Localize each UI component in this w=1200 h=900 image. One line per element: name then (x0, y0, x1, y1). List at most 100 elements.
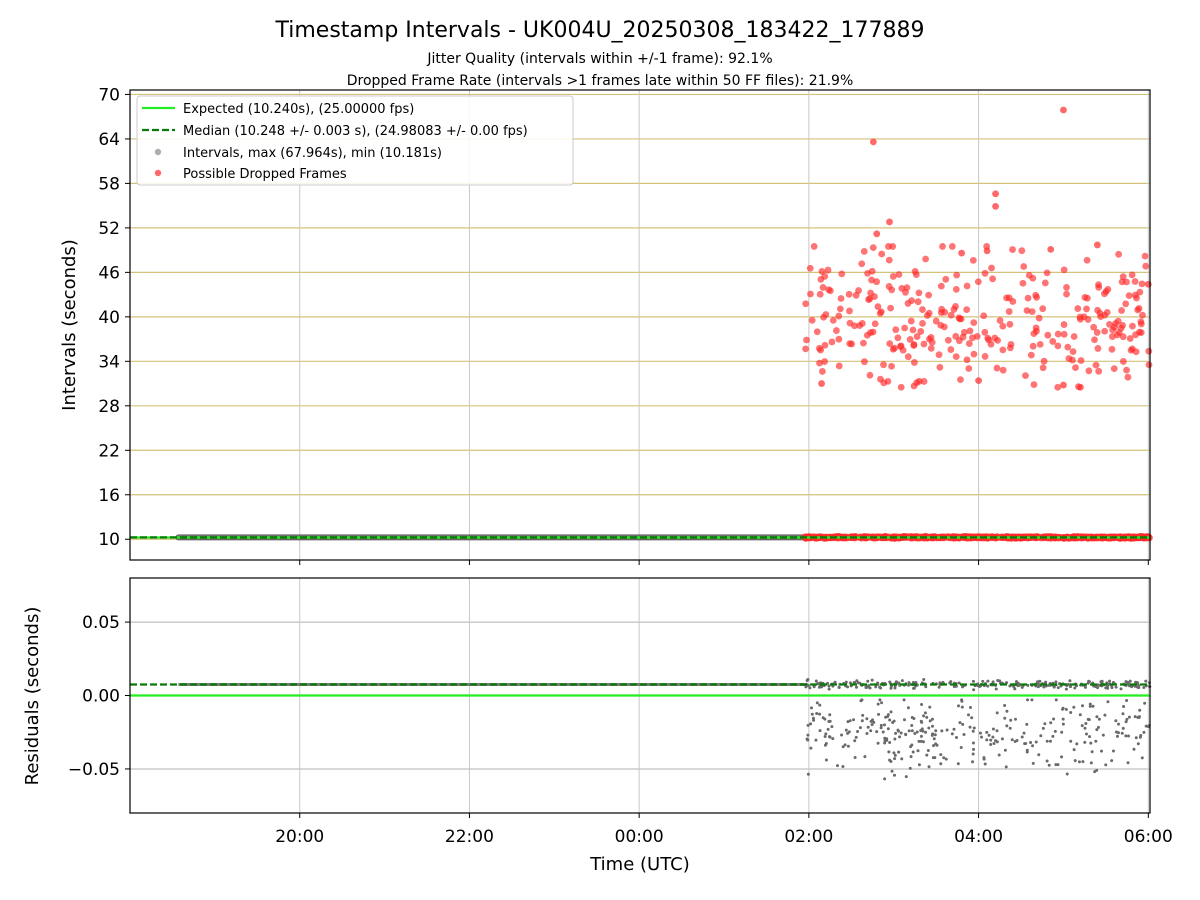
dropped-frame-point (969, 256, 977, 264)
dropped-frame-point (880, 361, 887, 369)
residual-point (893, 753, 897, 757)
dropped-frame-point (1094, 306, 1101, 314)
residual-point (1083, 740, 1087, 744)
residual-point (961, 722, 965, 726)
dropped-frame-point (828, 338, 836, 346)
dropped-frame-point (937, 282, 945, 290)
dropped-frame-point (966, 327, 974, 335)
dropped-frame-point (1060, 330, 1068, 338)
dropped-frame-point (936, 363, 944, 371)
residual-point (907, 681, 911, 685)
residual-point (1015, 738, 1019, 742)
dropped-frame-point (846, 319, 854, 327)
dropped-frame-point (925, 309, 933, 317)
residual-point (1128, 679, 1132, 683)
dropped-frame-point (1110, 365, 1118, 373)
residual-point (921, 729, 925, 733)
dropped-frame-point (904, 353, 912, 361)
residual-point (1039, 734, 1043, 738)
residual-point (885, 738, 889, 742)
dropped-frame-point (1036, 340, 1044, 348)
residual-point (1081, 760, 1085, 764)
residual-point (1122, 705, 1126, 709)
dropped-frame-point (867, 329, 874, 336)
residual-point (1008, 726, 1012, 730)
dropped-frame-point (874, 303, 882, 310)
intervals-y-tick-label: 58 (98, 174, 120, 194)
residual-point (945, 728, 949, 732)
residual-point (1134, 736, 1138, 740)
dropped-frame-point (1009, 246, 1016, 253)
residuals-y-tick-label: 0.05 (82, 613, 120, 633)
residual-point (960, 705, 964, 709)
dropped-frame-point (819, 284, 827, 291)
residual-point (941, 680, 945, 684)
residual-point (830, 725, 834, 729)
dropped-frame-point (960, 328, 968, 336)
dropped-frame-outlier (873, 230, 881, 238)
dropped-frame-point (1145, 361, 1153, 369)
residual-point (1139, 734, 1143, 738)
residual-point (1111, 681, 1115, 685)
dropped-frame-point (981, 269, 989, 277)
legend-dropped-label: Possible Dropped Frames (183, 167, 347, 182)
dropped-frame-point (838, 270, 846, 278)
dropped-frame-point (855, 287, 862, 294)
dropped-frame-point (915, 289, 923, 297)
residual-point (1075, 742, 1079, 746)
dropped-frame-point (894, 334, 902, 342)
residual-point (927, 765, 931, 769)
dropped-frame-point (886, 340, 894, 348)
residual-point (960, 699, 964, 703)
residual-point (1106, 686, 1110, 690)
residual-point (1126, 761, 1130, 765)
dropped-frame-point (1131, 278, 1139, 285)
dropped-frame-point (877, 308, 885, 316)
residual-point (989, 742, 993, 746)
dropped-frame-point (985, 336, 992, 344)
residual-point (968, 725, 972, 729)
residuals-panel: 0.05 0.00 −0.05 20:00 22:00 00:00 02:00 04:00 0… (22, 577, 1173, 875)
dropped-frame-point (1035, 314, 1043, 322)
residual-point (1078, 713, 1082, 717)
dropped-frame-point (1069, 348, 1077, 356)
residual-point (1053, 729, 1057, 733)
residual-point (1064, 687, 1068, 691)
residual-point (1137, 715, 1141, 719)
dropped-frame-point (940, 323, 948, 331)
dropped-frame-point (865, 296, 872, 303)
residual-point (1014, 717, 1018, 721)
residual-point (931, 744, 935, 748)
residual-point (835, 764, 839, 768)
residual-point (1012, 685, 1016, 689)
residual-point (959, 745, 963, 749)
dropped-frame-point (947, 346, 955, 353)
residual-point (1121, 726, 1125, 730)
residual-point (1030, 698, 1034, 702)
dropped-frame-point (808, 316, 816, 324)
residual-point (814, 738, 818, 742)
residual-point (970, 716, 974, 720)
residual-point (1133, 715, 1137, 719)
residual-point (865, 717, 869, 721)
dropped-frame-point (999, 346, 1007, 354)
residual-point (1042, 685, 1046, 689)
residual-point (904, 732, 908, 736)
dropped-frame-point (1009, 298, 1017, 305)
residual-point (1003, 716, 1007, 720)
residual-point (972, 747, 976, 751)
residual-point (896, 728, 900, 732)
dropped-frame-point (878, 250, 886, 258)
dropped-frame-point (835, 362, 843, 370)
legend-expected-label: Expected (10.240s), (25.00000 fps) (183, 102, 414, 117)
residual-point (1106, 683, 1110, 687)
dropped-frame-point (1137, 320, 1145, 328)
dropped-frame-outlier (975, 377, 982, 384)
residual-point (897, 750, 901, 754)
dropped-frame-point (1126, 335, 1134, 342)
dropped-frame-point (965, 365, 973, 372)
dropped-frame-outlier (1077, 383, 1084, 391)
residual-point (886, 727, 890, 731)
residual-point (907, 683, 911, 687)
residual-point (809, 746, 813, 750)
